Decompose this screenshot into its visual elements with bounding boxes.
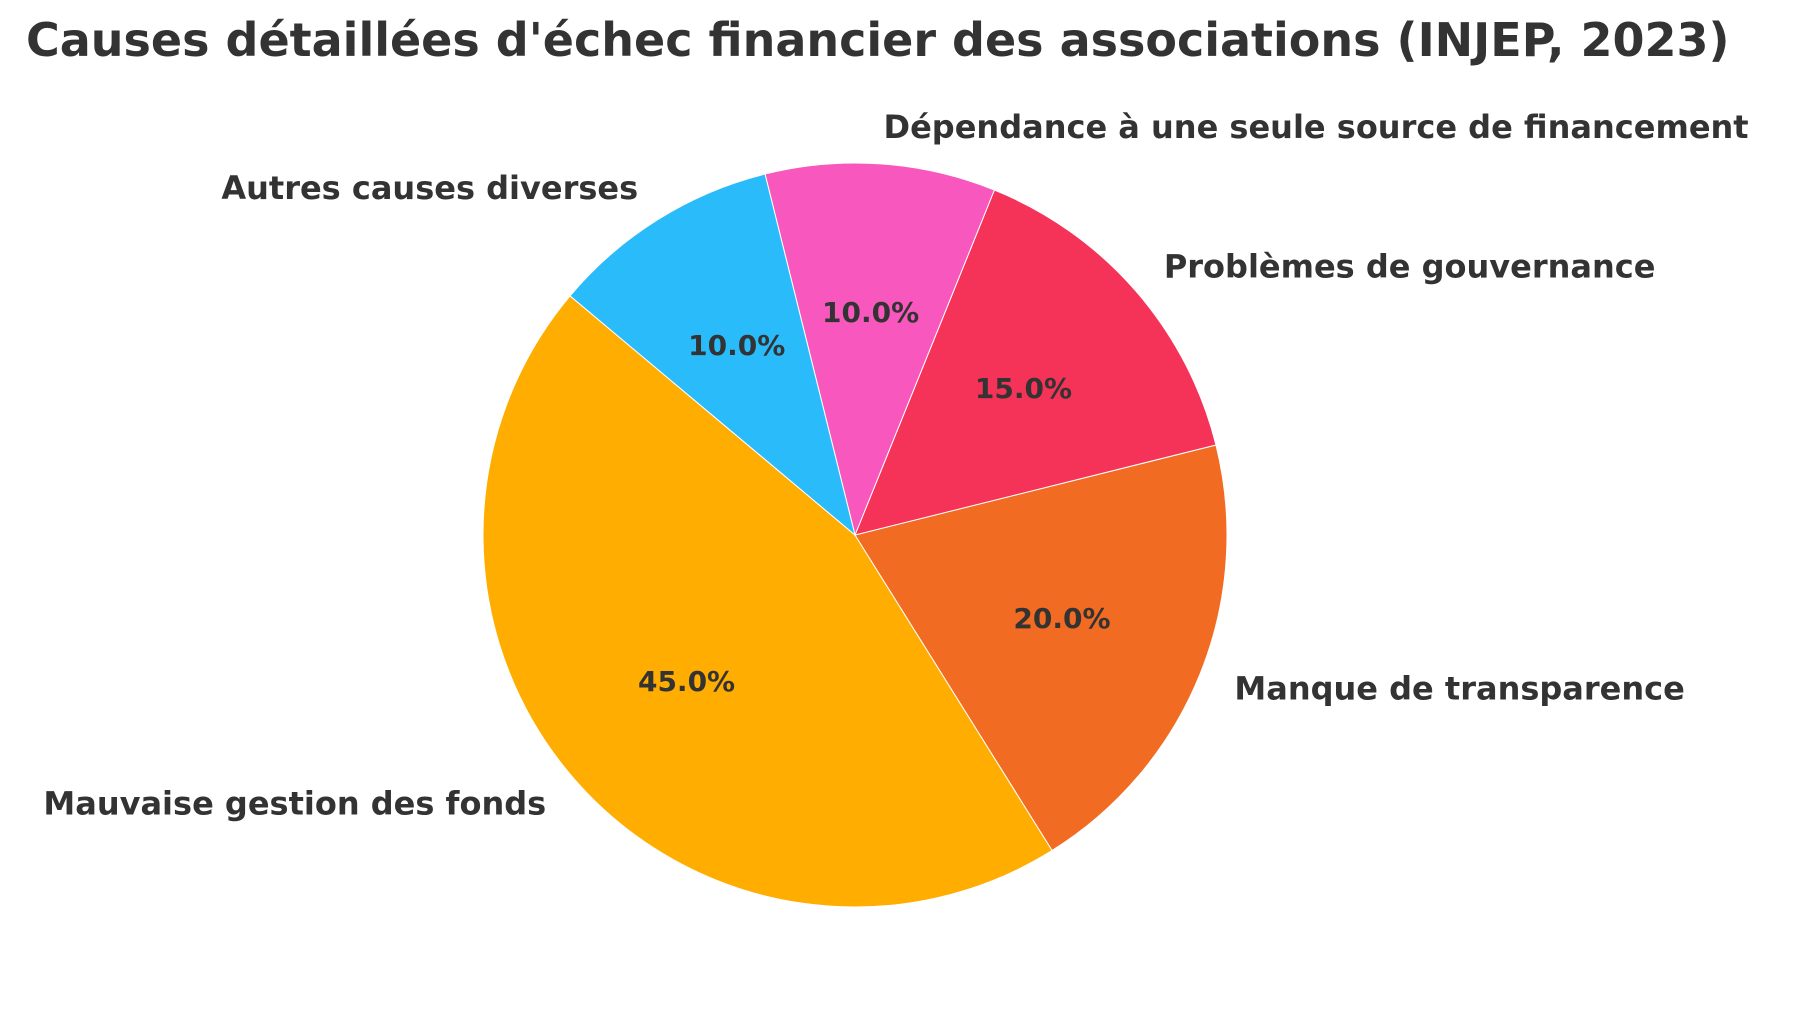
category-label-problemes-de-gouvernance: Problèmes de gouvernance <box>1164 248 1656 286</box>
category-label-dependance-a-une-seule-source-de-financement: Dépendance à une seule source de finance… <box>884 108 1749 146</box>
percent-label-autres-causes-diverses: 10.0% <box>688 329 785 362</box>
percent-labels: 45.0% 20.0% 15.0% 10.0% 10.0% <box>638 296 1111 698</box>
category-label-mauvaise-gestion-des-fonds: Mauvaise gestion des fonds <box>43 784 546 822</box>
percent-label-mauvaise-gestion-des-fonds: 45.0% <box>638 665 735 698</box>
pie-slice-manque-de-transparence <box>854 444 1228 852</box>
percent-label-problemes-de-gouvernance: 15.0% <box>975 372 1072 405</box>
category-label-manque-de-transparence: Manque de transparence <box>1234 669 1684 707</box>
pie-slice-autres-causes-diverses <box>569 173 856 537</box>
pie-slice-dependance-a-une-seule-source-de-financement <box>764 162 996 537</box>
pie-slices <box>482 162 1228 908</box>
percent-label-manque-de-transparence: 20.0% <box>1013 602 1110 635</box>
category-label-autres-causes-diverses: Autres causes diverses <box>221 169 638 207</box>
pie-slice-problemes-de-gouvernance <box>854 189 1217 536</box>
percent-label-dependance-a-une-seule-source-de-financement: 10.0% <box>822 296 919 329</box>
category-labels: Mauvaise gestion des fonds Manque de tran… <box>43 108 1748 823</box>
chart-title: Causes détaillées d'échec financier des … <box>26 13 1730 67</box>
pie-slice-mauvaise-gestion-des-fonds <box>482 295 1053 908</box>
